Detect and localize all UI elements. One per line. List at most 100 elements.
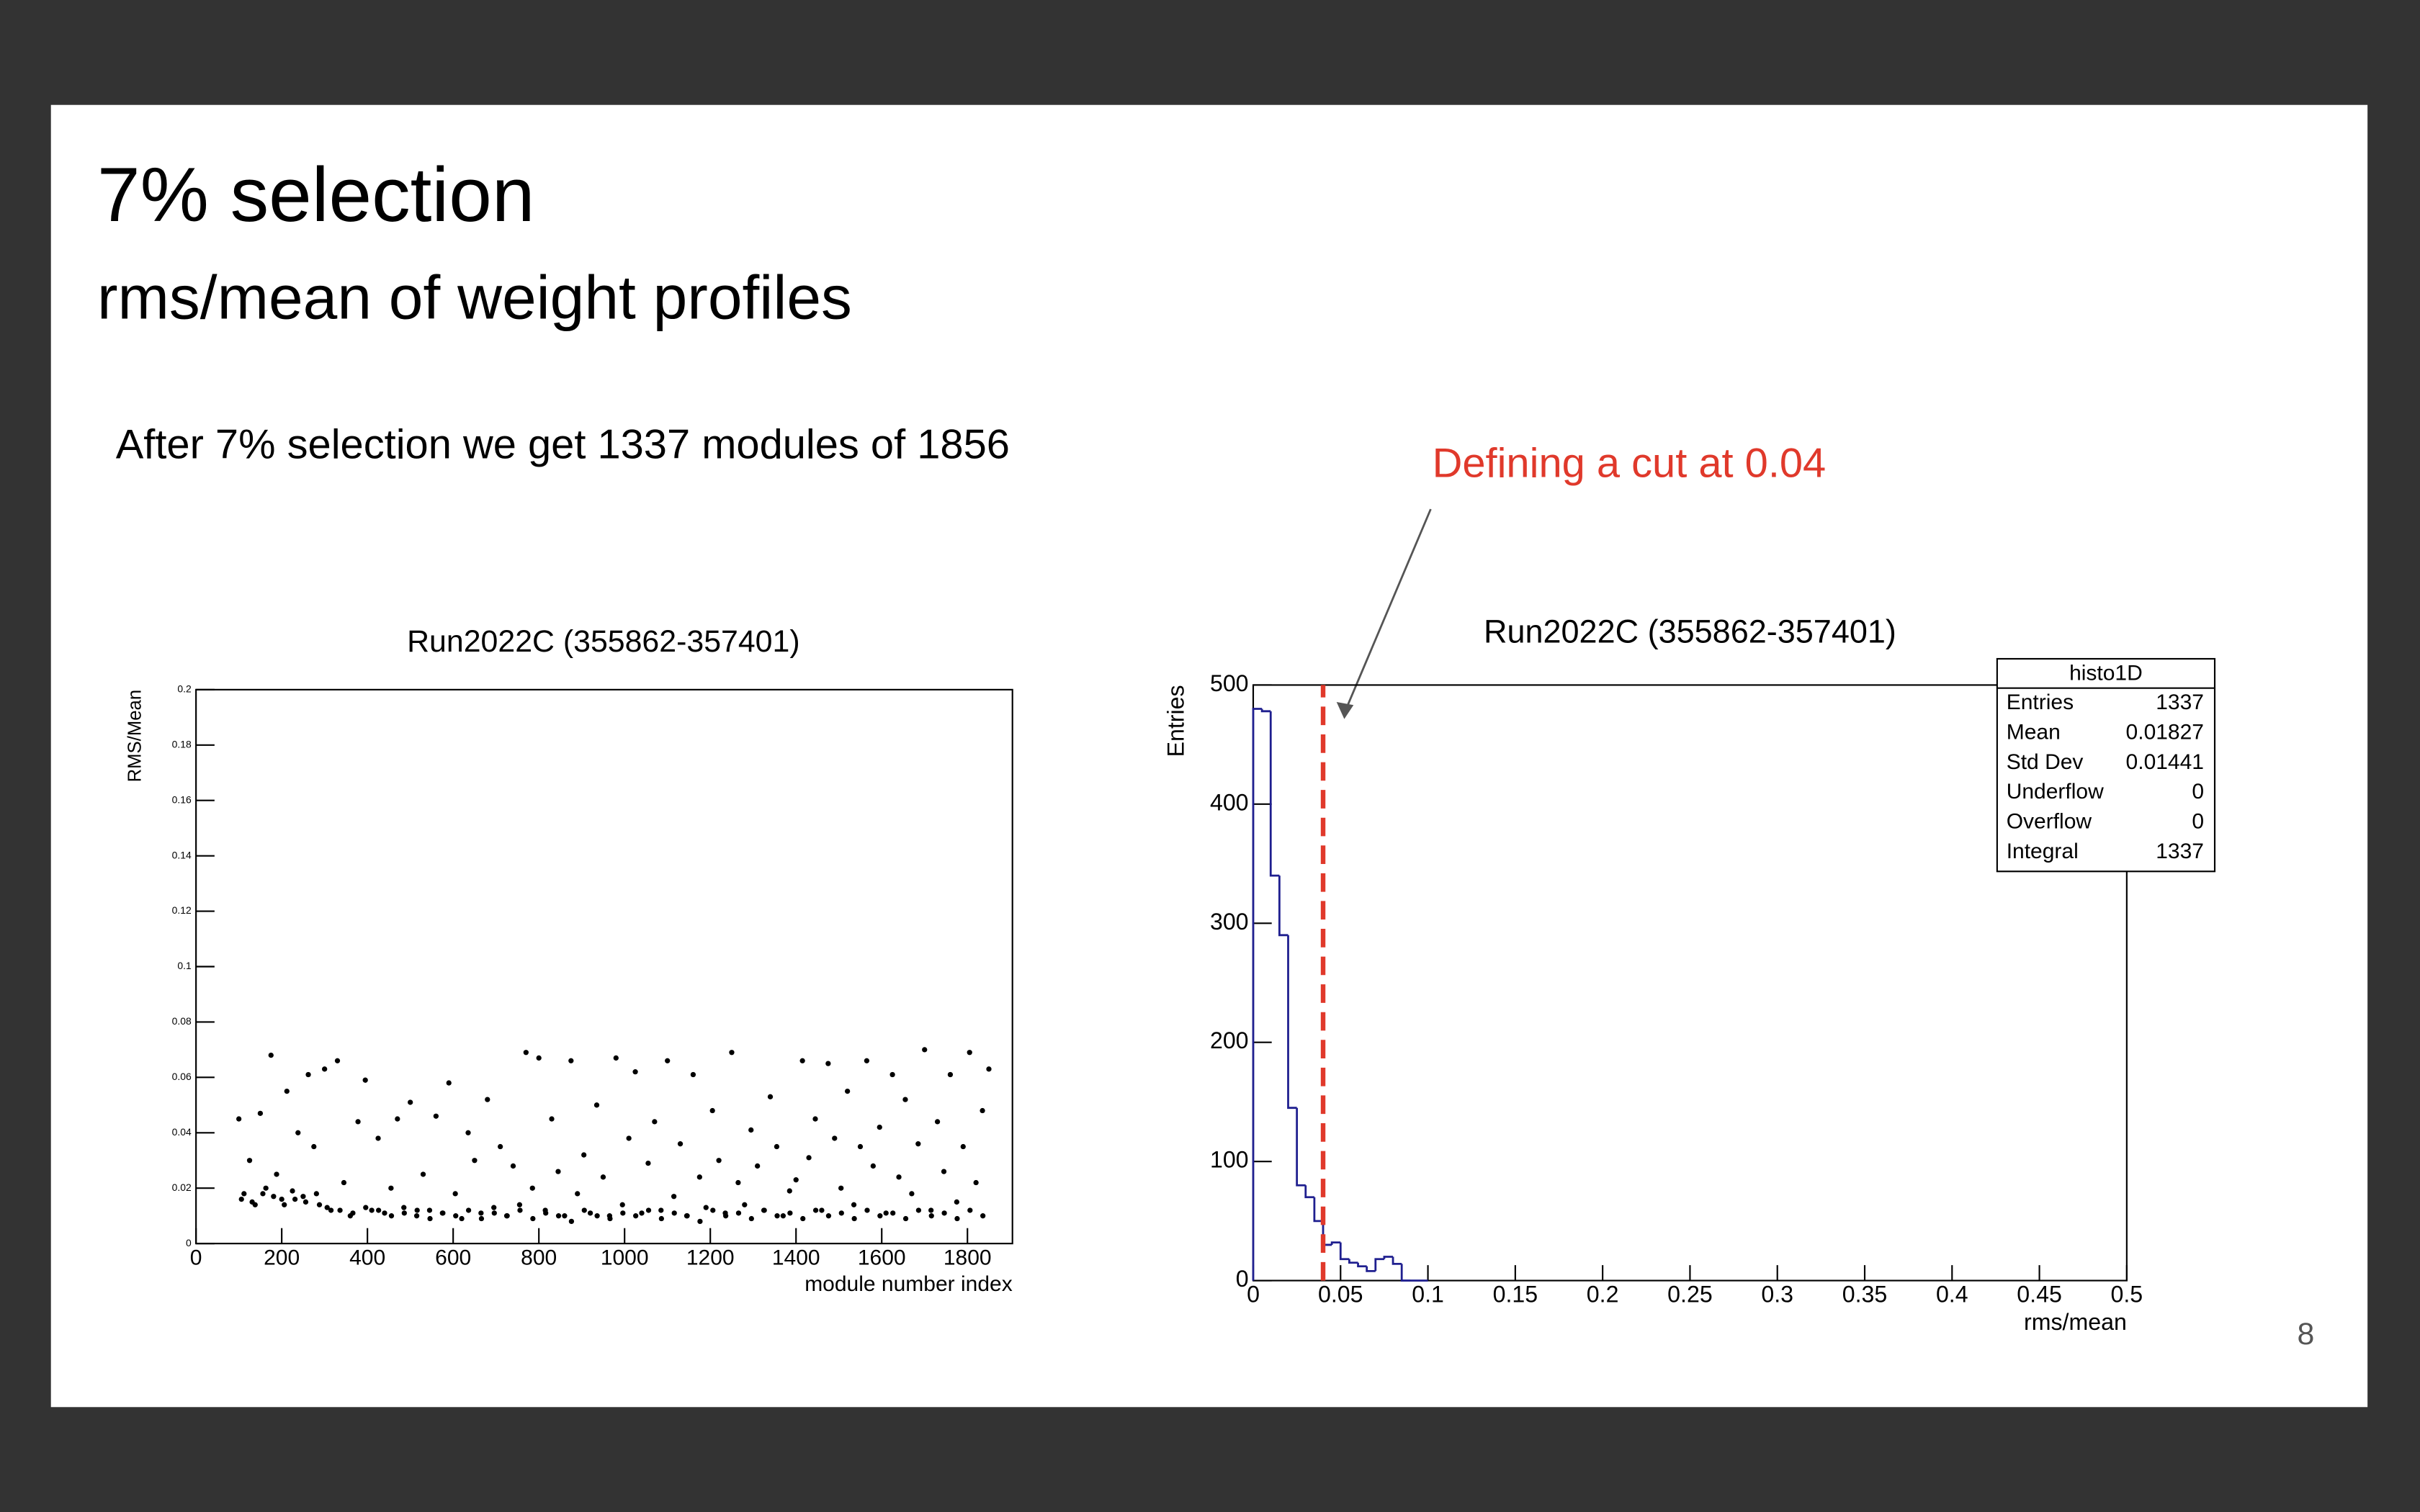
data-point — [581, 1152, 587, 1158]
stats-box — [1996, 657, 2216, 873]
data-point — [896, 1174, 902, 1180]
data-point — [433, 1113, 439, 1119]
data-point — [459, 1215, 465, 1222]
data-point — [555, 1213, 562, 1219]
data-point — [870, 1163, 876, 1169]
data-point — [954, 1215, 960, 1222]
data-point — [735, 1179, 741, 1186]
data-point — [568, 1218, 575, 1225]
stats-value: 0.01441 — [2126, 750, 2204, 774]
x-axis-label: rms/mean — [2024, 1309, 2127, 1335]
x-tick-label: 0.35 — [1842, 1281, 1888, 1307]
data-point — [313, 1191, 319, 1197]
histogram-bin — [1304, 1185, 1314, 1199]
data-point — [362, 1077, 368, 1083]
x-tick-label: 0.15 — [1493, 1281, 1538, 1307]
data-point — [774, 1213, 780, 1219]
data-point — [478, 1210, 484, 1216]
y-axis-label: Entries — [1162, 685, 1188, 757]
histogram-bin — [1252, 708, 1263, 1281]
stats-label: Entries — [2007, 690, 2074, 714]
y-tick-label: 0 — [186, 1237, 192, 1248]
data-point — [967, 1207, 973, 1213]
data-point — [284, 1088, 290, 1094]
data-point — [562, 1213, 568, 1219]
data-point — [980, 1213, 986, 1219]
data-point — [864, 1058, 870, 1063]
data-point — [890, 1210, 896, 1216]
y-tick-label: 0.2 — [177, 683, 192, 695]
histogram-bin — [1366, 1266, 1376, 1272]
data-point — [271, 1194, 277, 1200]
data-point — [915, 1207, 922, 1213]
histogram-bin — [1374, 1258, 1384, 1272]
data-point — [767, 1094, 774, 1099]
data-point — [282, 1202, 287, 1207]
data-point — [889, 1071, 895, 1078]
x-tick-label: 600 — [435, 1246, 471, 1269]
y-tick-label: 0 — [1236, 1266, 1249, 1292]
data-point — [543, 1210, 549, 1216]
data-point — [491, 1205, 497, 1210]
data-point — [671, 1210, 677, 1216]
y-axis-label: RMS/Mean — [125, 690, 145, 783]
x-tick-label: 1400 — [772, 1246, 820, 1269]
stats-label: Overflow — [2007, 809, 2092, 833]
x-tick-label: 0.5 — [2111, 1281, 2143, 1307]
histogram-bin — [1287, 935, 1297, 1110]
data-point — [934, 1119, 941, 1125]
data-point — [241, 1191, 247, 1197]
data-point — [517, 1207, 523, 1213]
data-point — [812, 1116, 818, 1122]
y-tick-label: 200 — [1210, 1027, 1249, 1053]
data-point — [322, 1066, 328, 1072]
data-point — [729, 1050, 735, 1056]
y-tick-label: 0.18 — [172, 738, 192, 750]
page-number: 8 — [2298, 1317, 2315, 1351]
y-tick-label: 0.12 — [172, 904, 192, 916]
x-tick-label: 1600 — [858, 1246, 906, 1269]
data-point — [658, 1207, 664, 1213]
data-point — [864, 1207, 870, 1213]
histogram-bin — [1383, 1256, 1394, 1259]
data-point — [986, 1066, 992, 1072]
data-point — [967, 1050, 972, 1056]
data-point — [341, 1179, 347, 1186]
data-point — [279, 1196, 284, 1202]
data-point — [909, 1191, 915, 1197]
data-point — [549, 1116, 555, 1122]
data-point — [954, 1199, 960, 1205]
histogram-bin — [1348, 1259, 1358, 1264]
data-point — [453, 1213, 459, 1219]
data-point — [337, 1207, 343, 1213]
stats-label: Integral — [2007, 840, 2079, 863]
histogram-bin — [1296, 1107, 1306, 1187]
stats-value: 0.01827 — [2126, 720, 2204, 744]
data-point — [800, 1215, 806, 1222]
data-point — [516, 1202, 523, 1207]
y-tick-label: 0.16 — [172, 793, 192, 805]
data-point — [485, 1097, 490, 1102]
data-point — [446, 1080, 452, 1086]
chart-title: Run2022C (355862-357401) — [407, 624, 799, 659]
data-point — [639, 1210, 645, 1216]
data-point — [575, 1191, 581, 1197]
x-tick-label: 0.1 — [1412, 1281, 1444, 1307]
data-point — [510, 1163, 516, 1169]
annotation: Defining a cut at 0.04 — [1433, 440, 1827, 486]
data-point — [600, 1174, 606, 1180]
histogram-bin — [1313, 1197, 1324, 1223]
histogram-bin — [1357, 1262, 1367, 1268]
data-point — [780, 1213, 786, 1219]
y-tick-label: 0.02 — [172, 1182, 192, 1193]
data-point — [300, 1194, 306, 1200]
data-point — [844, 1088, 851, 1094]
data-point — [902, 1215, 909, 1222]
y-tick-label: 0.04 — [172, 1126, 192, 1138]
data-point — [420, 1171, 426, 1177]
slide-text: After 7% selection we get 1337 modules o… — [116, 422, 1010, 468]
data-point — [793, 1177, 799, 1183]
data-point — [851, 1202, 857, 1207]
histogram-bin — [1260, 708, 1271, 713]
